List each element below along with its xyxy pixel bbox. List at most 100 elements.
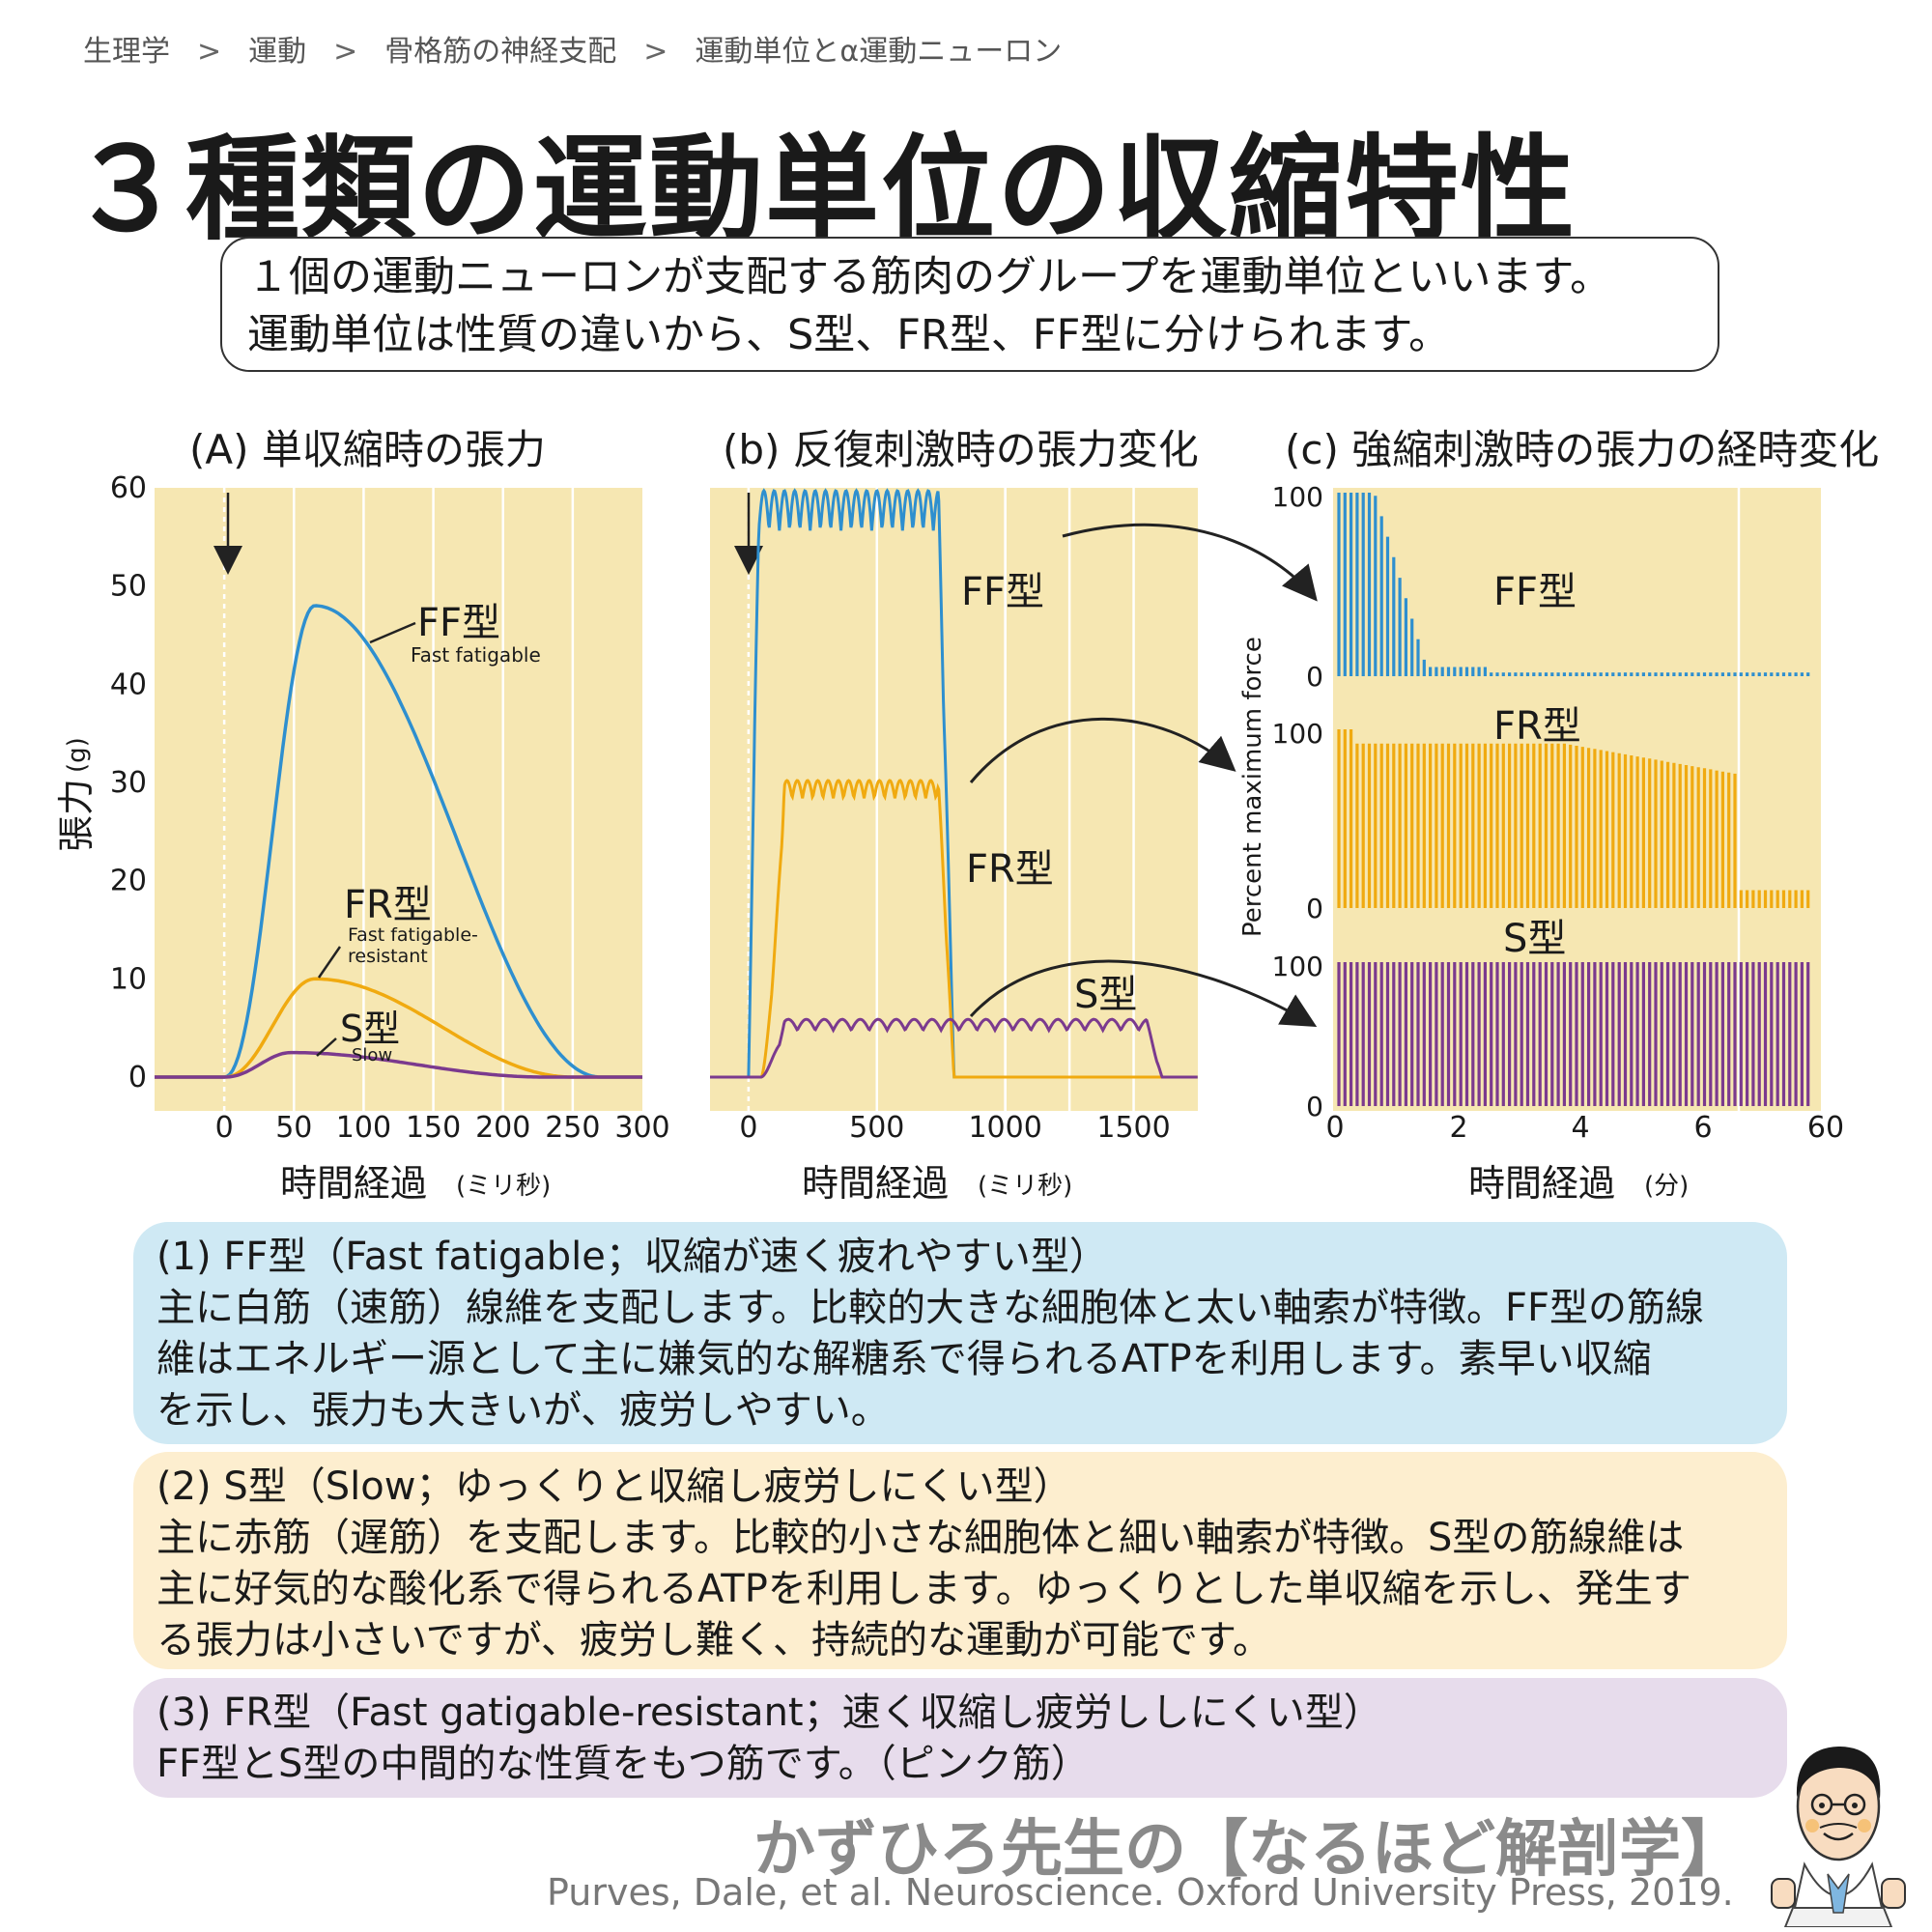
- panel-a-chart: 0 50 100 150 200 250 300 0 10 20 30 40 50 60 FF型 Fast…: [55, 471, 670, 1205]
- intro-line: １個の運動ニューロンが支配する筋肉のグループを運動単位といいます。: [247, 253, 1612, 301]
- tick-label: 0: [215, 1111, 234, 1145]
- info-box-line: る張力は小さいですが、疲労し難く、持続的な運動が可能です。: [156, 1618, 1271, 1662]
- brand-name: かずひろ先生の【なるほど解剖学】: [753, 1814, 1743, 1886]
- breadcrumb-separator: >: [197, 35, 222, 69]
- panel-a-xunit: (ミリ秒): [456, 1172, 551, 1201]
- intro-line: 運動単位は性質の違いから、S型、FR型、FF型に分けられます。: [247, 311, 1451, 359]
- panel-a-yunit: (g): [63, 737, 92, 773]
- series-line-s: [710, 1017, 1198, 1079]
- panel-b-xlabel: 時間経過: [802, 1162, 949, 1205]
- panel-b-chart: 0 500 1000 1500 FF型 FR型 S型 時間経過 (ミリ秒): [710, 488, 1198, 1205]
- connector-arrow-icon: [1062, 523, 1318, 602]
- info-box-line: 主に白筋（速筋）線維を支配します。比較的大きな細胞体と太い軸索が特徴。FF型の筋…: [156, 1286, 1705, 1330]
- tick-label: 0: [739, 1111, 757, 1145]
- info-box-heading: (3) FR型（Fast gatigable-resistant；速く収縮し疲労…: [156, 1690, 1382, 1735]
- tick-label: 0: [1306, 661, 1323, 693]
- series-label-s: S型: [1503, 917, 1566, 961]
- series-label-s: S型: [1074, 973, 1137, 1017]
- tick-label: 500: [849, 1111, 904, 1145]
- tick-label: 10: [110, 962, 147, 996]
- panel-a-title: (A) 単収縮時の張力: [189, 426, 546, 473]
- tick-label: 30: [110, 766, 147, 800]
- panel-b-tick-labels: 0 500 1000 1500: [739, 1111, 1170, 1145]
- info-box-heading: (2) S型（Slow；ゆっくりと収縮し疲労しにくい型）: [156, 1464, 1072, 1509]
- breadcrumb-separator: >: [333, 35, 358, 69]
- tick-label: 100: [1272, 951, 1323, 982]
- series-label-ff: FF型: [417, 601, 500, 645]
- panel-b-xunit: (ミリ秒): [978, 1172, 1072, 1201]
- series-label-fr: FR型: [1493, 704, 1581, 749]
- panel-c-xlabel: 時間経過: [1468, 1162, 1615, 1205]
- series-sublabel-fr: Fast fatigable-: [348, 924, 478, 946]
- tick-label: 1500: [1096, 1111, 1170, 1145]
- tick-label: 50: [110, 570, 147, 604]
- tick-label: 4: [1571, 1111, 1589, 1145]
- tick-label: 150: [406, 1111, 461, 1145]
- connector-arrow-icon: [969, 717, 1236, 783]
- tick-label: 20: [110, 865, 147, 898]
- panel-a-ylabel-group: 張力 (g): [55, 737, 98, 852]
- tick-label: 60: [1807, 1111, 1844, 1145]
- tick-label: 100: [1272, 718, 1323, 750]
- info-box-heading: (1) FF型（Fast fatigable；収縮が速く疲れやすい型）: [156, 1235, 1108, 1279]
- tick-label: 60: [110, 471, 147, 505]
- series-label-s: S型: [340, 1008, 400, 1050]
- tick-label: 250: [545, 1111, 600, 1145]
- series-line-fr: [710, 779, 1198, 1079]
- tick-label: 100: [1272, 481, 1323, 513]
- leader-line: [369, 621, 416, 644]
- info-box-line: 主に好気的な酸化系で得られるATPを利用します。ゆっくりとした単収縮を示し、発生…: [156, 1567, 1691, 1611]
- tick-label: 1000: [968, 1111, 1041, 1145]
- panel-a-tick-labels: 0 50 100 150 200 250 300 0 10 20 30 40 50 60: [110, 471, 670, 1145]
- info-box-line: FF型とS型の中間的な性質をもつ筋です。（ピンク筋）: [156, 1742, 1090, 1786]
- panel-a-xlabel: 時間経過: [280, 1162, 427, 1205]
- info-box-line: を示し、張力も大きいが、疲労しやすい。: [156, 1388, 890, 1433]
- breadcrumb-item[interactable]: 運動: [248, 35, 307, 69]
- tick-label: 200: [475, 1111, 530, 1145]
- series-line-ff: [155, 604, 642, 1079]
- series-label-fr: FR型: [344, 883, 432, 927]
- info-box-s: (2) S型（Slow；ゆっくりと収縮し疲労しにくい型） 主に赤筋（遅筋）を支配…: [133, 1452, 1787, 1669]
- series-sublabel-ff: Fast fatigable: [411, 643, 541, 667]
- series-sublabel-s: Slow: [352, 1045, 392, 1065]
- mascot-teacher-icon: [1771, 1747, 1906, 1927]
- series-line-s: [155, 1050, 642, 1079]
- tick-label: 50: [275, 1111, 312, 1145]
- page-title: ３種類の運動単位の収縮特性: [70, 123, 1577, 256]
- series-label-ff: FF型: [961, 570, 1044, 614]
- info-box-fr: (3) FR型（Fast gatigable-resistant；速く収縮し疲労…: [133, 1678, 1787, 1798]
- citation: Purves, Dale, et al. Neuroscience. Oxfor…: [547, 1871, 1734, 1914]
- panel-c-bars: [1337, 493, 1810, 1106]
- info-box-line: 維はエネルギー源として主に嫌気的な解糖系で得られるATPを利用します。素早い収縮: [156, 1337, 1652, 1381]
- breadcrumb-separator: >: [643, 35, 668, 69]
- series-label-fr: FR型: [966, 847, 1054, 892]
- tick-label: 100: [336, 1111, 391, 1145]
- panel-c-title: (c) 強縮刺激時の張力の経時変化: [1285, 426, 1880, 473]
- tick-label: 0: [1306, 893, 1323, 924]
- panel-a-plot-area: [155, 488, 642, 1111]
- tick-label: 300: [614, 1111, 669, 1145]
- breadcrumb-item[interactable]: 運動単位とα運動ニューロン: [695, 35, 1063, 69]
- series-sublabel-fr: resistant: [348, 946, 428, 967]
- panel-c-ylabel: Percent maximum force: [1238, 637, 1267, 937]
- panel-b-gridlines: [747, 488, 1135, 1111]
- panel-b-plot-area: [710, 488, 1198, 1111]
- intro-box: １個の運動ニューロンが支配する筋肉のグループを運動単位といいます。 運動単位は性…: [220, 237, 1719, 372]
- leader-line: [317, 946, 342, 979]
- panel-a-gridlines: [222, 488, 575, 1111]
- breadcrumb: 生理学 > 運動 > 骨格筋の神経支配 > 運動単位とα運動ニューロン: [83, 27, 1062, 70]
- tick-label: 6: [1693, 1111, 1712, 1145]
- panel-b-title: (b) 反復刺激時の張力変化: [723, 426, 1199, 473]
- leader-line: [316, 1037, 337, 1057]
- tick-label: 0: [1306, 1091, 1323, 1122]
- breadcrumb-item[interactable]: 生理学: [83, 35, 170, 69]
- panel-a-ylabel: 張力: [55, 779, 98, 852]
- tick-label: 40: [110, 668, 147, 701]
- breadcrumb-item[interactable]: 骨格筋の神経支配: [384, 35, 617, 69]
- series-label-ff: FF型: [1493, 570, 1577, 614]
- panel-c-xunit: (分): [1644, 1172, 1689, 1201]
- info-box-line: 主に赤筋（遅筋）を支配します。比較的小さな細胞体と細い軸索が特徴。S型の筋線維は: [156, 1516, 1685, 1560]
- tick-label: 0: [1325, 1111, 1344, 1145]
